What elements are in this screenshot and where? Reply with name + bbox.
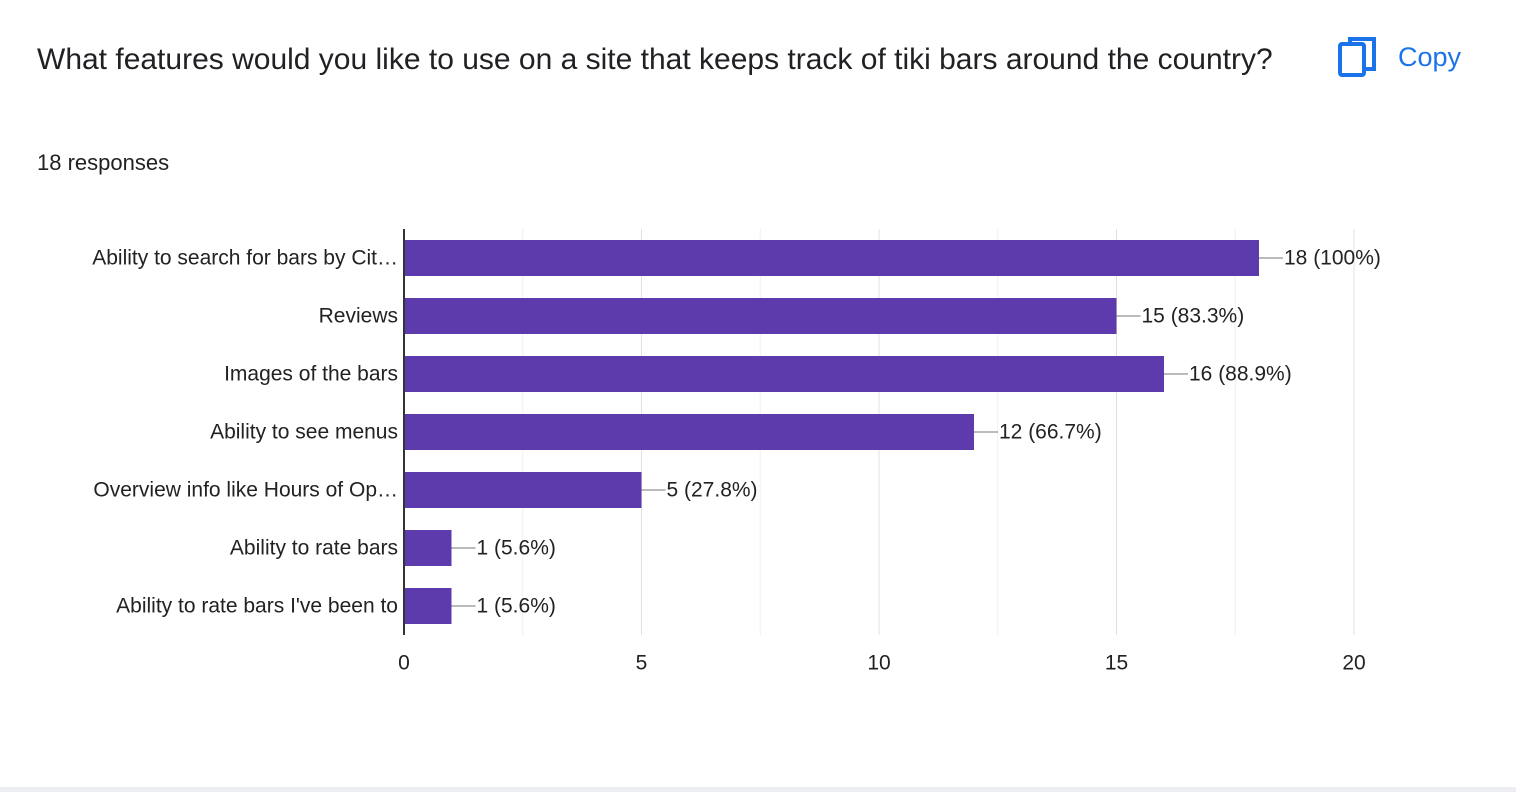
x-tick-label: 0 [398,652,410,675]
data-label: 12 (66.7%) [999,421,1102,444]
x-tick-label: 20 [1342,652,1365,675]
bar [404,240,1259,276]
category-label: Ability to rate bars I've been to [116,595,398,618]
data-label: 18 (100%) [1284,247,1381,270]
category-label: Ability to rate bars [230,537,398,560]
x-tick-label: 10 [867,652,890,675]
response-count: 18 responses [37,150,170,175]
data-label: 1 (5.6%) [477,595,556,618]
data-label: 15 (83.3%) [1142,305,1245,328]
x-tick-label: 5 [636,652,648,675]
bar [404,356,1164,392]
card-divider [0,787,1516,792]
category-label: Overview info like Hours of Op… [93,479,398,502]
copy-label: Copy [1398,41,1462,72]
data-label: 5 (27.8%) [667,479,758,502]
bar [404,472,642,508]
category-label: Images of the bars [224,363,398,386]
category-label: Reviews [319,305,398,328]
question-title: What features would you like to use on a… [37,43,1273,76]
bar [404,298,1117,334]
bar [404,588,452,624]
data-label: 16 (88.9%) [1189,363,1292,386]
category-label: Ability to see menus [210,421,398,444]
copy-button[interactable]: Copy [1330,32,1469,82]
x-tick-label: 15 [1105,652,1128,675]
category-label: Ability to search for bars by Cit… [92,247,398,270]
bar [404,530,452,566]
copy-icon [1338,37,1376,77]
data-label: 1 (5.6%) [477,537,556,560]
bar-chart: Ability to search for bars by Cit… 18 (10… [92,229,1381,675]
bar [404,414,974,450]
